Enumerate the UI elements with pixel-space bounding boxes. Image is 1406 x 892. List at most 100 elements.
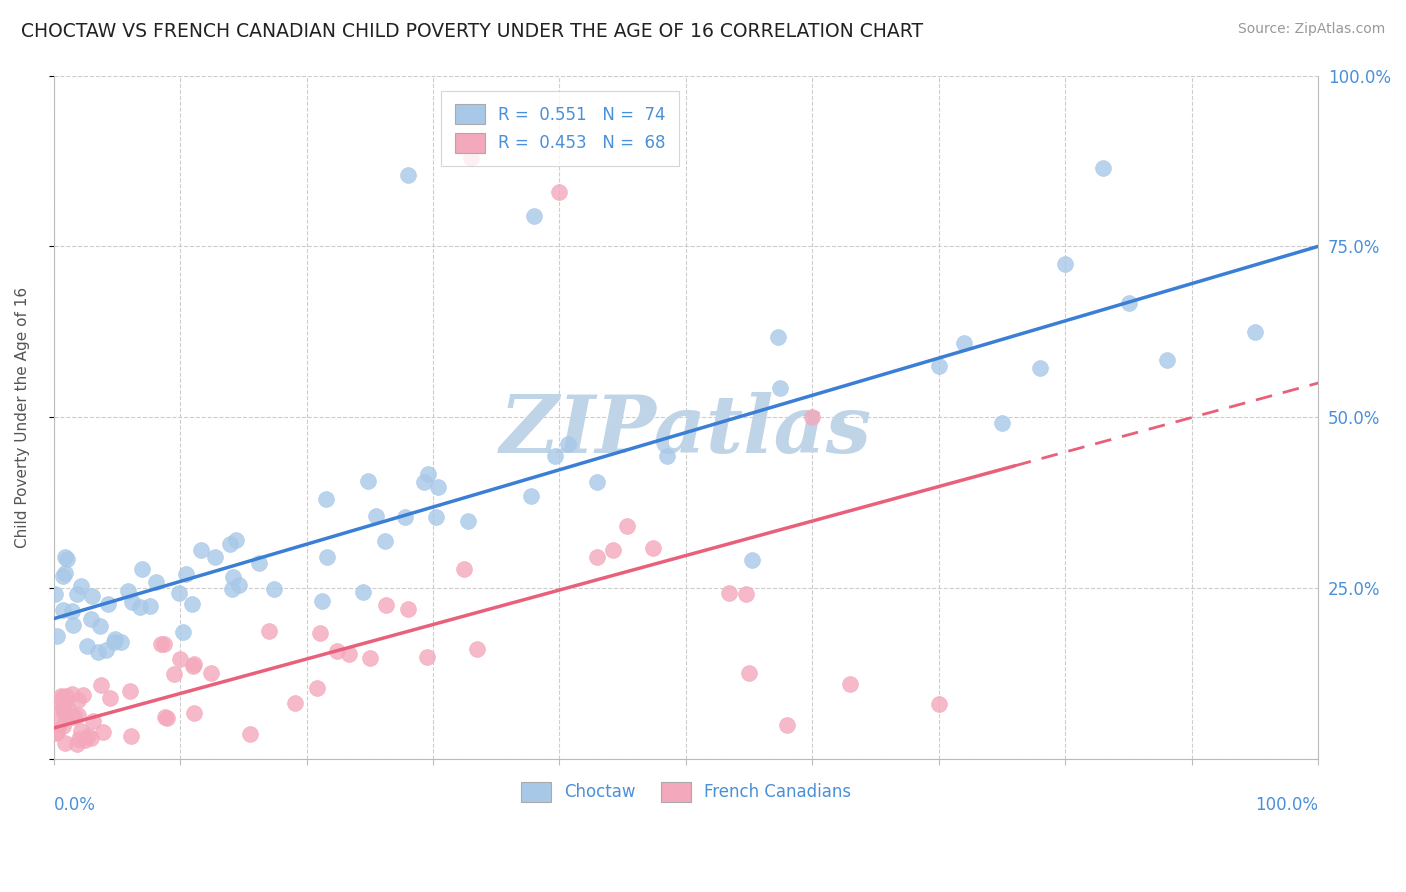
Point xyxy=(70,724,93,739)
Point xyxy=(523,209,546,223)
Point xyxy=(91,724,114,739)
Point xyxy=(66,693,89,707)
Text: Source: ZipAtlas.com: Source: ZipAtlas.com xyxy=(1237,22,1385,37)
Point xyxy=(394,510,416,524)
Point xyxy=(396,168,419,182)
Point xyxy=(67,731,90,746)
Point xyxy=(163,667,186,681)
Point xyxy=(200,666,222,681)
Point xyxy=(172,625,194,640)
Text: 100.0%: 100.0% xyxy=(1256,797,1319,814)
Point xyxy=(96,642,118,657)
Point xyxy=(60,687,83,701)
Point xyxy=(316,550,339,565)
Point xyxy=(98,691,121,706)
Point xyxy=(1156,353,1178,368)
Point xyxy=(181,597,204,611)
Point xyxy=(80,612,103,626)
Point xyxy=(735,587,758,601)
Point xyxy=(131,562,153,576)
Point xyxy=(82,714,104,728)
Point xyxy=(357,474,380,488)
Point xyxy=(52,700,75,714)
Point xyxy=(1092,161,1115,175)
Point xyxy=(44,701,66,715)
Point xyxy=(1054,257,1077,271)
Point xyxy=(284,697,307,711)
Text: CHOCTAW VS FRENCH CANADIAN CHILD POVERTY UNDER THE AGE OF 16 CORRELATION CHART: CHOCTAW VS FRENCH CANADIAN CHILD POVERTY… xyxy=(21,22,924,41)
Point xyxy=(263,582,285,596)
Point xyxy=(585,475,607,490)
Point xyxy=(53,706,76,720)
Point xyxy=(738,666,761,681)
Point xyxy=(557,437,579,451)
Point xyxy=(66,586,89,600)
Point xyxy=(104,632,127,646)
Point xyxy=(138,599,160,614)
Point xyxy=(412,475,434,489)
Point xyxy=(953,335,976,350)
Text: ZIPatlas: ZIPatlas xyxy=(501,392,872,469)
Legend: Choctaw, French Canadians: Choctaw, French Canadians xyxy=(515,775,858,808)
Point xyxy=(801,410,824,425)
Point xyxy=(66,707,89,722)
Point xyxy=(460,151,482,165)
Point xyxy=(56,702,79,716)
Point xyxy=(839,676,862,690)
Point xyxy=(453,562,475,576)
Point xyxy=(149,637,172,651)
Point xyxy=(156,711,179,725)
Point xyxy=(337,647,360,661)
Point xyxy=(66,737,89,751)
Point xyxy=(181,658,204,673)
Point xyxy=(52,690,75,705)
Point xyxy=(425,510,447,524)
Point xyxy=(52,719,75,733)
Point xyxy=(364,508,387,523)
Point xyxy=(48,717,70,731)
Point xyxy=(375,599,398,613)
Point xyxy=(53,566,76,581)
Point xyxy=(110,635,132,649)
Point xyxy=(80,589,103,603)
Point xyxy=(121,595,143,609)
Point xyxy=(53,550,76,565)
Point xyxy=(190,542,212,557)
Point xyxy=(928,359,950,373)
Point xyxy=(62,618,84,632)
Point xyxy=(1118,296,1140,310)
Point xyxy=(374,534,396,549)
Point xyxy=(352,584,374,599)
Point xyxy=(63,709,86,723)
Point xyxy=(183,657,205,672)
Point xyxy=(1244,325,1267,339)
Y-axis label: Child Poverty Under the Age of 16: Child Poverty Under the Age of 16 xyxy=(15,286,30,548)
Point xyxy=(325,644,347,658)
Point xyxy=(55,689,77,703)
Point xyxy=(427,480,450,494)
Point xyxy=(308,626,330,640)
Point xyxy=(169,586,191,600)
Point xyxy=(120,729,142,743)
Point xyxy=(169,651,191,665)
Point xyxy=(76,640,98,654)
Point xyxy=(46,629,69,643)
Point xyxy=(117,584,139,599)
Point xyxy=(62,710,84,724)
Point xyxy=(586,549,609,564)
Point xyxy=(53,736,76,750)
Point xyxy=(70,579,93,593)
Point xyxy=(641,541,664,555)
Point xyxy=(239,727,262,741)
Point xyxy=(717,586,740,600)
Point xyxy=(602,543,624,558)
Text: 0.0%: 0.0% xyxy=(53,797,96,814)
Point xyxy=(75,733,97,747)
Point xyxy=(77,729,100,743)
Point xyxy=(315,491,337,506)
Point xyxy=(1029,360,1052,375)
Point xyxy=(46,725,69,739)
Point xyxy=(219,537,242,551)
Point xyxy=(991,416,1014,430)
Point xyxy=(222,570,245,584)
